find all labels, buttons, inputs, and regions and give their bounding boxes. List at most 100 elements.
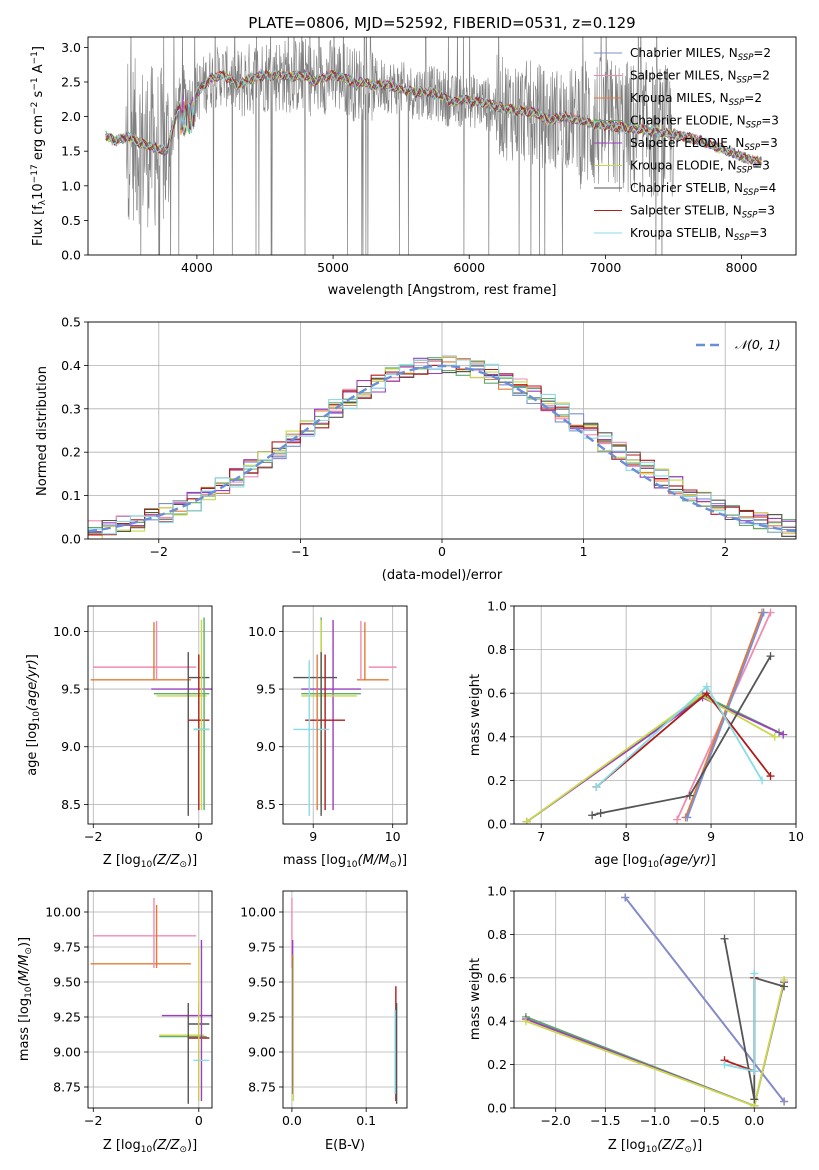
y-tick-label: 0.2 [487,1057,507,1072]
label-part: mass weight [468,674,483,756]
axes-frame [87,36,797,256]
x-tick-label: 0.0 [282,1113,302,1128]
weight-point [685,791,694,800]
y-tick-label: 0.4 [487,729,507,744]
y-tick-label: 10.00 [240,905,276,920]
y-tick-label: 0.6 [487,970,507,985]
y-axis-label: mass weight [468,674,483,756]
legend-n: =3 [760,136,778,150]
label-part: )] [187,853,197,868]
y-tick-label: 0.0 [487,1101,507,1116]
plot-area [522,608,788,824]
weight-point [588,811,597,820]
x-tick-label: −0.5 [689,1113,719,1128]
y-tick-label: 9.5 [256,682,276,697]
label-part: mass weight [468,958,483,1040]
label-part: )] [397,853,407,868]
legend-name: Chabrier STELIB, N [630,181,743,195]
x-axis-label: E(B-V) [325,1138,365,1153]
label-part: (data-model)/error [382,568,503,583]
y-tick-label: 0.2 [61,445,81,460]
weight-point [522,817,531,824]
y-tick-label: 9.00 [53,1045,81,1060]
x-tick-label: −1.0 [640,1113,670,1128]
y-tick-label: 0.5 [61,213,81,228]
weight-point [720,1060,729,1069]
y-axis-label: age [log10(age/yr)] [25,654,42,776]
y-tick-label: 8.5 [256,797,276,812]
y-tick-label: 0.4 [61,358,81,373]
y-tick-label: 1.0 [487,884,507,899]
weight-point [766,652,775,661]
model-spectrum-line [105,68,762,167]
label-part: (M/M [17,955,32,987]
y-tick-label: 2.0 [61,109,81,124]
legend-sub: SSP [734,233,750,243]
legend-label: Chabrier MILES, NSSP=2 [630,46,771,63]
label-part: )] [187,1138,197,1153]
weight-point [770,732,779,741]
label-part: mass [log [17,998,32,1061]
label-part: ⊙ [179,860,187,870]
weight-point [720,934,729,943]
legend-label: Chabrier STELIB, NSSP=4 [630,181,776,198]
label-part: ⊙ [684,1145,692,1155]
legend-label: Kroupa ELODIE, NSSP=3 [630,159,770,176]
x-tick-label: 6000 [453,260,485,275]
y-tick-label: 0.0 [61,248,81,263]
model-spectrum-line [105,69,762,166]
x-axis-label: wavelength [Angstrom, rest frame] [328,283,557,298]
weight-point [766,608,775,617]
x-tick-label: 5000 [317,260,349,275]
y-tick-label: 10.0 [53,624,81,639]
age_Z-axes: −2 08.59.09.510.0Z [log10(Z/Z⊙)]age [log1… [25,605,213,870]
plot-area [90,617,212,816]
label-part: A [31,64,46,77]
legend-name: Salpeter STELIB, N [630,204,742,218]
weight-point [673,815,682,824]
x-axis-label: Z [log10(Z/Z⊙)] [103,1138,197,1155]
weight_Z-axes: −2.0 −1.5 −1.0 −0.5 0.0 0.0 0.2 0.4 0.6 0.8 1.0 Z [… [468,884,797,1155]
x-tick-label: 8000 [726,260,758,275]
weight-point [592,782,601,791]
x-tick-label: −2 [84,1113,102,1128]
x-tick-label: −2 [150,544,168,559]
y-axis-label: Normed distribution [35,366,50,496]
x-tick-label: 10 [385,829,401,844]
plot-area [90,898,212,1104]
label-part: 10 [32,711,42,723]
x-tick-label: 0 [195,1113,203,1128]
label-part: ] [711,853,716,868]
legend-n: =2 [744,91,762,105]
y-tick-label: 0.3 [61,401,81,416]
legend-label: Chabrier ELODIE, NSSP=3 [630,114,779,131]
label-part: 10 [31,183,46,200]
weight-point [780,1097,789,1106]
label-part: 10 [646,1145,658,1155]
legend-sub: SSP [738,53,754,63]
weight-point [521,1017,530,1026]
x-tick-label: −1 [291,544,309,559]
axes-frame [513,605,797,825]
legend-n: =4 [759,181,777,195]
y-tick-label: 8.5 [61,797,81,812]
y-axis-label: mass [log10(M/M⊙)] [17,937,34,1061]
y-tick-label: 2.5 [61,74,81,89]
residuals-axes: −2 −1 0 1 2 0.0 0.1 0.2 0.3 0.4 0.5 (data-model)/er… [35,315,797,583]
label-part: E(B-V) [325,1138,365,1153]
legend-name: Salpeter MILES, N [630,69,737,83]
y-tick-label: 0.2 [487,773,507,788]
x-tick-label: 10 [788,829,804,844]
y-tick-label: 9.75 [53,940,81,955]
label-part: Normed distribution [35,366,50,496]
y-tick-label: 0.5 [61,315,81,330]
label-part: ] [25,654,40,659]
legend-sub: SSP [742,211,758,221]
label-part: ⊙ [24,947,34,955]
x-tick-label: 1 [580,544,588,559]
plot-area [521,893,789,1108]
y-tick-label: 8.75 [53,1080,81,1095]
